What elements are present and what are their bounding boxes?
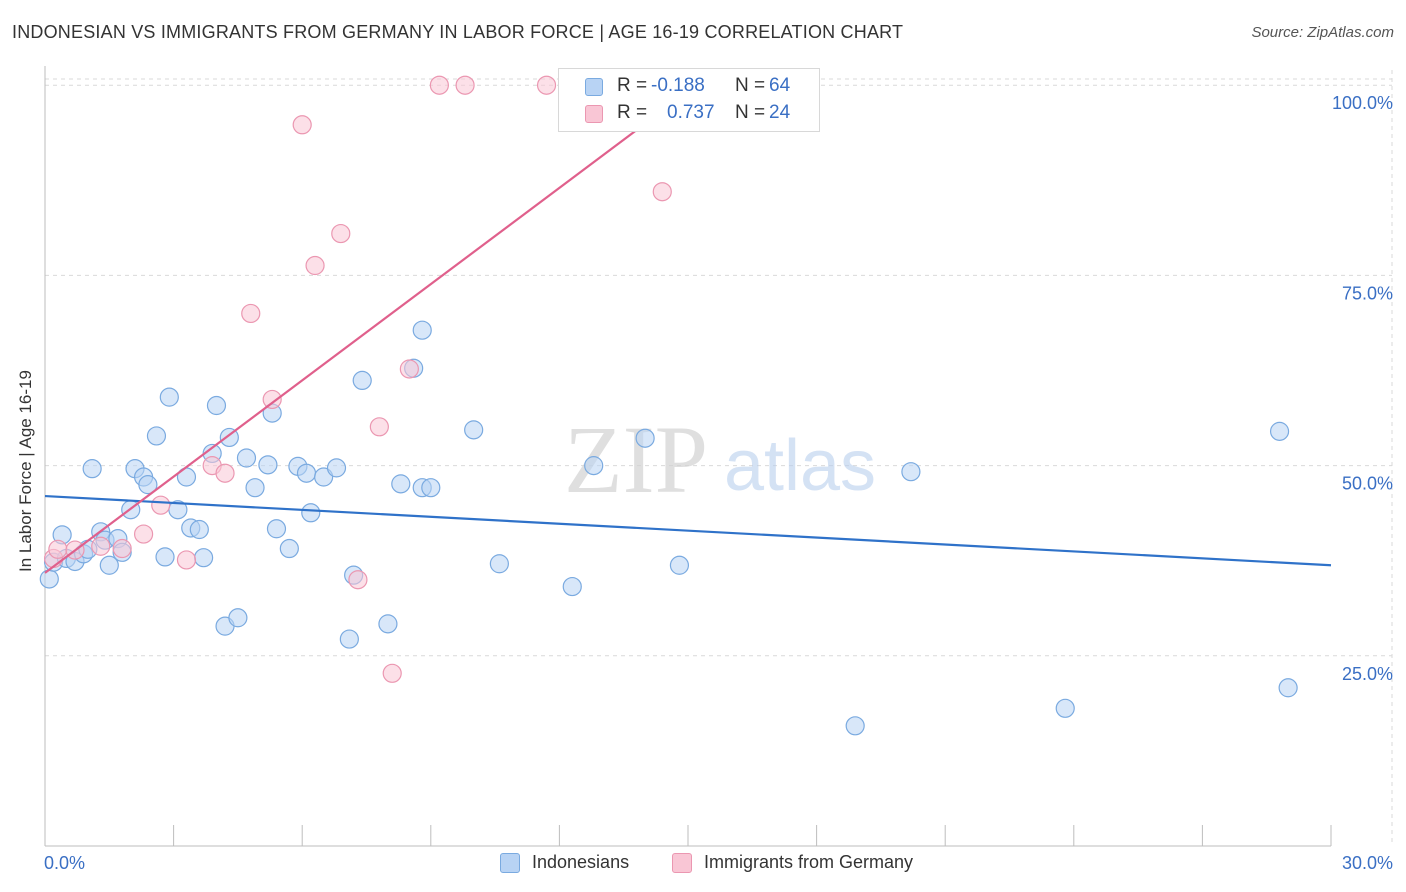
point-indonesians	[412, 320, 432, 340]
x-tick-label: 0.0%	[44, 853, 85, 873]
point-indonesians	[155, 547, 175, 567]
point-indonesians	[219, 427, 239, 448]
y-tick-label: 50.0%	[1342, 474, 1393, 494]
point-indonesians	[301, 503, 321, 523]
point-indonesians	[326, 458, 347, 478]
n-value: 64	[769, 75, 791, 96]
legend-swatch-pink	[672, 853, 692, 873]
point-indonesians	[464, 420, 484, 440]
legend-swatch-blue	[500, 853, 520, 873]
point-germany	[262, 389, 282, 410]
r-value: -0.188	[651, 75, 705, 96]
n-label: N =	[735, 75, 766, 96]
point-germany	[91, 536, 111, 556]
point-germany	[48, 539, 68, 559]
point-indonesians	[206, 395, 227, 416]
y-tick-label: 100.0%	[1332, 93, 1393, 113]
point-indonesians	[99, 555, 119, 575]
axes	[44, 66, 1332, 847]
y-tick-label: 25.0%	[1342, 664, 1393, 684]
trend-line-indonesians	[44, 494, 1332, 567]
point-germany	[176, 550, 197, 570]
r-label: R =	[617, 75, 648, 96]
y-tick-label: 75.0%	[1342, 283, 1393, 303]
trend-line-germany	[44, 84, 698, 574]
point-indonesians	[635, 428, 655, 448]
point-indonesians	[562, 576, 582, 597]
point-germany	[215, 463, 235, 483]
point-indonesians	[245, 478, 265, 498]
watermark: ZIP atlas	[564, 406, 876, 513]
point-indonesians	[584, 456, 604, 476]
point-germany	[348, 570, 368, 590]
n-value: 24	[769, 102, 791, 123]
point-indonesians	[391, 474, 411, 494]
tick-labels: 25.0% 50.0% 75.0% 100.0% 0.0% 30.0%	[44, 93, 1393, 873]
point-indonesians	[352, 370, 372, 390]
point-indonesians	[669, 555, 690, 575]
chart-title: INDONESIAN VS IMMIGRANTS FROM GERMANY IN…	[12, 22, 904, 42]
point-germany	[112, 538, 132, 559]
point-indonesians	[279, 538, 299, 559]
x-tick-label: 30.0%	[1342, 853, 1393, 873]
point-indonesians	[378, 614, 398, 634]
r-label: R =	[617, 102, 648, 123]
correlation-legend: R = -0.188 N = 64 R = 0.737 N = 24	[558, 68, 820, 132]
point-germany	[382, 663, 402, 683]
point-indonesians	[159, 387, 179, 407]
legend-swatch-blue	[585, 78, 603, 96]
point-indonesians	[339, 629, 359, 649]
point-germany	[305, 255, 325, 276]
point-germany	[241, 303, 261, 324]
point-indonesians	[194, 548, 214, 568]
legend-label: Immigrants from Germany	[704, 852, 914, 872]
watermark-zip: ZIP	[564, 406, 708, 513]
point-indonesians	[189, 519, 209, 540]
point-germany	[133, 524, 154, 544]
point-indonesians	[489, 554, 509, 574]
point-indonesians	[266, 519, 287, 539]
point-indonesians	[138, 475, 158, 495]
point-germany	[331, 223, 351, 244]
point-indonesians	[236, 448, 257, 468]
point-indonesians	[82, 459, 102, 479]
trend-lines	[44, 84, 1332, 574]
point-indonesians	[258, 455, 278, 475]
point-indonesians	[1278, 678, 1298, 698]
watermark-atlas: atlas	[724, 426, 876, 506]
point-indonesians	[421, 478, 441, 498]
point-germany	[652, 182, 672, 202]
point-germany	[399, 359, 419, 379]
point-germany	[151, 495, 171, 515]
point-indonesians	[146, 426, 167, 446]
point-germany	[369, 417, 389, 437]
point-indonesians	[901, 462, 921, 482]
point-indonesians	[1269, 421, 1290, 441]
point-germany	[429, 75, 449, 95]
point-germany	[292, 115, 312, 135]
point-germany	[536, 75, 557, 95]
r-value: 0.737	[667, 102, 715, 123]
point-indonesians	[296, 463, 317, 483]
n-label: N =	[735, 102, 766, 123]
source-label: Source: ZipAtlas.com	[1251, 24, 1394, 41]
y-axis-label: In Labor Force | Age 16-19	[16, 370, 35, 572]
point-indonesians	[228, 608, 248, 628]
data-points	[39, 75, 1298, 736]
point-indonesians	[1055, 698, 1075, 718]
point-germany	[455, 75, 475, 95]
point-indonesians	[39, 569, 59, 589]
point-indonesians	[845, 716, 865, 736]
legend-swatch-pink	[585, 105, 603, 123]
legend-label: Indonesians	[532, 852, 630, 872]
